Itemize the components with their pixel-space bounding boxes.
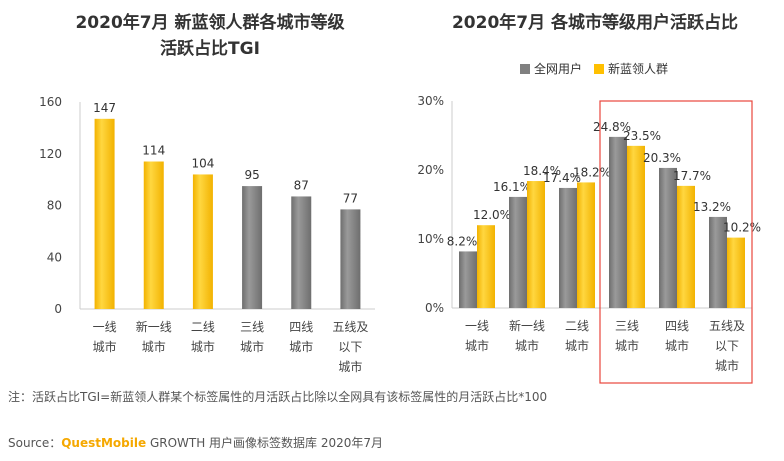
left-x-tick-label: 五线及 xyxy=(332,320,368,334)
left-x-tick-label: 二线 xyxy=(191,320,215,334)
right-bar xyxy=(609,136,627,308)
legend-swatch-all-users xyxy=(520,63,530,74)
right-bar-value-label: 12.0% xyxy=(473,208,511,222)
left-x-tick-label: 城市 xyxy=(93,339,117,354)
legend-label-blue-collar: 新蓝领人群 xyxy=(608,62,669,76)
right-bar xyxy=(577,182,595,308)
right-bar xyxy=(727,237,745,308)
left-bar xyxy=(143,161,164,309)
left-x-tick-label: 一线 xyxy=(93,320,117,334)
left-bar xyxy=(242,186,263,309)
right-bar xyxy=(527,181,545,308)
right-bar xyxy=(477,225,495,308)
right-x-tick-label: 三线 xyxy=(615,319,639,333)
footnote: 注：活跃占比TGI=新蓝领人群某个标签属性的月活跃占比除以全网具有该标签属性的月… xyxy=(8,390,548,404)
right-x-tick-label: 城市 xyxy=(715,358,739,373)
left-chart-title-line1: 2020年7月 新蓝领人群各城市等级 xyxy=(75,13,345,33)
left-bar xyxy=(291,196,312,309)
right-bar-value-label: 17.7% xyxy=(673,169,711,183)
right-x-tick-label: 以下 xyxy=(715,339,739,353)
legend-item-all-users: 全网用户 xyxy=(520,60,582,77)
right-x-tick-label: 四线 xyxy=(665,319,689,333)
left-x-tick-label: 城市 xyxy=(142,339,166,354)
right-x-tick-label: 城市 xyxy=(465,338,489,353)
right-x-tick-label: 五线及 xyxy=(709,319,745,333)
right-bar-value-label: 13.2% xyxy=(693,200,731,214)
right-bar-value-label: 24.8% xyxy=(593,120,631,134)
legend-item-blue-collar: 新蓝领人群 xyxy=(594,60,668,77)
left-bar xyxy=(192,174,213,309)
left-x-tick-label: 三线 xyxy=(240,320,264,334)
right-bar xyxy=(677,185,695,308)
left-bar-value-label: 87 xyxy=(294,178,309,192)
legend-swatch-blue-collar xyxy=(594,63,605,74)
left-bar xyxy=(94,118,115,309)
source-prefix: Source： xyxy=(8,436,62,450)
right-bar-value-label: 16.1% xyxy=(493,180,531,194)
legend-label-all-users: 全网用户 xyxy=(534,62,583,76)
left-bar-value-label: 95 xyxy=(244,168,259,182)
right-bar xyxy=(559,187,577,308)
left-x-tick-label: 新一线 xyxy=(136,319,172,334)
left-y-tick-label: 160 xyxy=(39,95,62,109)
left-x-tick-label: 四线 xyxy=(289,320,313,334)
right-bar xyxy=(509,196,527,308)
source-brand: QuestMobile xyxy=(61,436,147,450)
left-x-tick-label: 以下 xyxy=(338,340,362,354)
left-y-tick-label: 0 xyxy=(54,302,62,316)
left-bar-value-label: 114 xyxy=(142,144,165,158)
left-bar-value-label: 77 xyxy=(343,191,358,205)
left-x-tick-label: 城市 xyxy=(240,339,264,354)
right-y-tick-label: 10% xyxy=(417,232,444,246)
right-bar xyxy=(459,251,477,308)
right-y-tick-label: 30% xyxy=(417,94,444,108)
right-bar-value-label: 20.3% xyxy=(643,151,681,165)
left-bar xyxy=(340,209,361,309)
left-y-tick-label: 120 xyxy=(39,147,62,161)
left-y-tick-label: 40 xyxy=(47,250,62,264)
right-bar-value-label: 17.4% xyxy=(543,171,581,185)
left-bar-value-label: 147 xyxy=(93,101,116,115)
right-bar-value-label: 8.2% xyxy=(447,234,478,248)
right-bar-value-label: 18.2% xyxy=(573,165,611,179)
left-x-tick-label: 城市 xyxy=(191,339,215,354)
right-bar xyxy=(627,145,645,308)
left-x-tick-label: 城市 xyxy=(289,339,313,354)
right-y-tick-label: 20% xyxy=(417,163,444,177)
right-x-tick-label: 新一线 xyxy=(509,318,545,333)
left-chart-title-line2: 活跃占比TGI xyxy=(160,39,260,59)
right-x-tick-label: 城市 xyxy=(515,338,539,353)
right-bar-value-label: 10.2% xyxy=(723,221,761,235)
right-bar-value-label: 23.5% xyxy=(623,129,661,143)
source-line: Source：QuestMobile GROWTH 用户画像标签数据库 2020… xyxy=(8,434,383,451)
highlight-box xyxy=(599,100,753,384)
left-x-tick-label: 城市 xyxy=(338,359,362,374)
right-x-tick-label: 二线 xyxy=(565,319,589,333)
left-bar-value-label: 104 xyxy=(191,156,214,170)
right-x-tick-label: 一线 xyxy=(465,319,489,333)
right-bar-value-label: 18.4% xyxy=(523,164,561,178)
legend: 全网用户 新蓝领人群 xyxy=(520,60,680,77)
right-bar xyxy=(709,216,727,308)
right-x-tick-label: 城市 xyxy=(665,338,689,353)
left-chart-title: 2020年7月 新蓝领人群各城市等级 活跃占比TGI xyxy=(30,10,390,62)
right-x-tick-label: 城市 xyxy=(615,338,639,353)
right-chart-title: 2020年7月 各城市等级用户活跃占比 xyxy=(451,13,739,33)
right-y-tick-label: 0% xyxy=(425,301,444,315)
source-suffix: GROWTH 用户画像标签数据库 2020年7月 xyxy=(146,436,384,450)
left-y-tick-label: 80 xyxy=(47,199,62,213)
right-x-tick-label: 城市 xyxy=(565,338,589,353)
right-bar xyxy=(659,167,677,308)
